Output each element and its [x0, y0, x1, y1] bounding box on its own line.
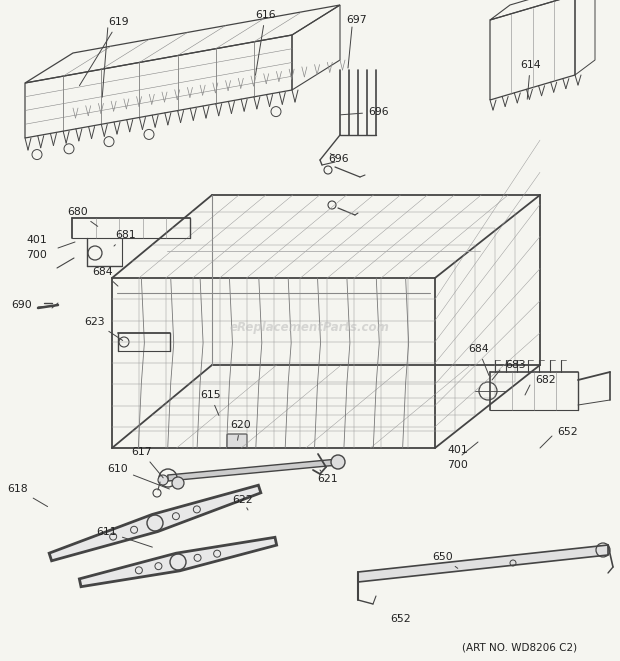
- Text: 621: 621: [317, 470, 338, 484]
- Text: 700: 700: [26, 250, 47, 260]
- Text: 700: 700: [448, 460, 469, 470]
- Text: 690: 690: [11, 300, 32, 310]
- Text: 652: 652: [390, 614, 410, 624]
- Text: 614: 614: [520, 60, 541, 99]
- Polygon shape: [168, 459, 339, 481]
- Circle shape: [331, 455, 345, 469]
- Text: 619: 619: [79, 17, 128, 86]
- Text: 615: 615: [200, 390, 221, 415]
- Text: eReplacementParts.com: eReplacementParts.com: [230, 321, 390, 334]
- Text: 680: 680: [67, 207, 98, 226]
- Text: 620: 620: [230, 420, 250, 440]
- Text: 622: 622: [232, 495, 252, 510]
- Circle shape: [172, 477, 184, 489]
- Text: 684: 684: [92, 267, 118, 286]
- Text: 697: 697: [347, 15, 367, 25]
- Text: 683: 683: [505, 360, 526, 370]
- Text: 623: 623: [84, 317, 123, 340]
- Text: (ART NO. WD8206 C2): (ART NO. WD8206 C2): [463, 643, 578, 653]
- Text: 696: 696: [328, 153, 348, 164]
- Text: 681: 681: [114, 230, 136, 246]
- Circle shape: [158, 475, 168, 485]
- Polygon shape: [79, 537, 277, 587]
- Text: 616: 616: [255, 10, 276, 75]
- Text: 682: 682: [535, 375, 556, 385]
- FancyBboxPatch shape: [227, 434, 247, 448]
- Polygon shape: [49, 485, 261, 561]
- Polygon shape: [358, 545, 608, 582]
- Text: 696: 696: [341, 107, 389, 117]
- Text: 401: 401: [448, 445, 468, 455]
- Text: 652: 652: [557, 427, 578, 437]
- Text: 684: 684: [468, 344, 489, 375]
- Text: 610: 610: [107, 464, 169, 489]
- Text: 401: 401: [26, 235, 47, 245]
- Text: 617: 617: [131, 447, 163, 478]
- Text: 618: 618: [7, 484, 48, 506]
- Text: 650: 650: [432, 552, 458, 568]
- Text: 611: 611: [96, 527, 153, 547]
